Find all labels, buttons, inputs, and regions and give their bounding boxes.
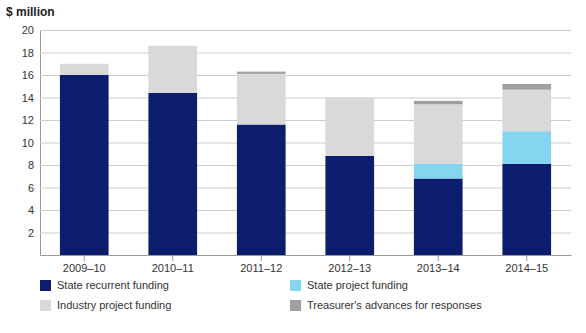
y-tick-label: 4: [28, 204, 34, 216]
y-axis: 2 4 6 8 10 12 14 16 18 20: [22, 24, 571, 255]
x-tick: 2009–10: [63, 255, 106, 274]
y-tick: 4: [28, 204, 571, 216]
x-tick: 2014–15: [505, 255, 548, 274]
legend-swatch: [290, 300, 301, 311]
unit-label: $ million: [6, 5, 55, 19]
tick-mark: [526, 255, 527, 261]
x-tick: 2013–14: [417, 255, 460, 274]
legend-label: Treasurer's advances for responses: [307, 299, 482, 311]
bar-segment: [502, 131, 551, 164]
bar-segment: [237, 74, 286, 125]
grid-line: [40, 53, 571, 54]
grid-line: [40, 233, 571, 234]
bar-segment: [414, 104, 463, 164]
grid-line: [40, 188, 571, 189]
y-tick: 8: [28, 159, 571, 171]
legend-label: Industry project funding: [57, 299, 171, 311]
legend-swatch: [40, 300, 51, 311]
grid-line: [40, 75, 571, 76]
bar-segment: [237, 125, 286, 256]
bar-segment: [325, 156, 374, 255]
legend-item: Industry project funding: [40, 299, 171, 311]
series-group: [237, 72, 551, 105]
bar-segment: [502, 164, 551, 255]
bar-segment: [502, 84, 551, 90]
tick-mark: [261, 255, 262, 261]
y-tick-label: 12: [22, 114, 34, 126]
bar-segment: [325, 97, 374, 98]
bar-segment: [60, 75, 109, 255]
grid-line: [40, 120, 571, 121]
y-tick-label: 10: [22, 137, 34, 149]
bar-segment: [148, 46, 197, 93]
bar-segment: [237, 72, 286, 74]
legend-item: State project funding: [290, 279, 408, 291]
x-tick: 2010–11: [152, 255, 194, 274]
bar-segment: [60, 64, 109, 75]
y-tick: 20: [22, 24, 571, 36]
chart-svg: 2 4 6 8 10 12 14 16 18 20 2009–10 2010–11 2011–12 201…: [0, 0, 586, 333]
y-tick-label: 6: [28, 182, 34, 194]
x-tick-label: 2011–12: [240, 262, 282, 274]
y-tick-label: 16: [22, 69, 34, 81]
legend-item: State recurrent funding: [40, 279, 169, 291]
x-tick-label: 2010–11: [152, 262, 194, 274]
bar-segment: [414, 179, 463, 256]
bars: [60, 46, 551, 255]
bar-segment: [148, 93, 197, 255]
legend-label: State project funding: [307, 279, 408, 291]
grid-line: [40, 30, 571, 31]
tick-mark: [349, 255, 350, 261]
legend: State recurrent funding State project fun…: [40, 279, 482, 311]
y-tick: 18: [22, 47, 571, 59]
x-axis-line: [41, 255, 572, 256]
x-axis: 2009–10 2010–11 2011–12 2012–13 2013–14 2014–…: [41, 255, 572, 274]
series-group: [60, 46, 551, 164]
y-tick-label: 20: [22, 24, 34, 36]
legend-swatch: [40, 280, 51, 291]
y-tick-label: 14: [22, 92, 34, 104]
legend-swatch: [290, 280, 301, 291]
grid-line: [40, 210, 571, 211]
x-tick-label: 2012–13: [328, 262, 371, 274]
bar-segment: [414, 101, 463, 104]
x-tick: 2011–12: [240, 255, 282, 274]
y-tick-label: 2: [28, 227, 34, 239]
chart-container: 2 4 6 8 10 12 14 16 18 20 2009–10 2010–11 2011–12 201…: [0, 0, 586, 333]
x-tick-label: 2014–15: [505, 262, 548, 274]
series-group: [60, 75, 551, 255]
tick-mark: [84, 255, 85, 261]
bar-segment: [148, 45, 197, 46]
bar-segment: [325, 98, 374, 157]
x-tick-label: 2009–10: [63, 262, 106, 274]
x-tick: 2012–13: [328, 255, 371, 274]
y-tick-label: 18: [22, 47, 34, 59]
y-tick: 2: [28, 227, 571, 239]
legend-label: State recurrent funding: [57, 279, 169, 291]
grid-line: [40, 98, 571, 99]
grid-line: [40, 165, 571, 166]
tick-mark: [438, 255, 439, 261]
bar-segment: [60, 63, 109, 64]
grid-line: [40, 143, 571, 144]
x-tick-label: 2013–14: [417, 262, 460, 274]
legend-item: Treasurer's advances for responses: [290, 299, 482, 311]
y-tick-label: 8: [28, 159, 34, 171]
plot: 2 4 6 8 10 12 14 16 18 20 2009–10 2010–11 2011–12 201…: [22, 24, 572, 274]
y-tick: 6: [28, 182, 571, 194]
tick-mark: [172, 255, 173, 261]
bar-segment: [502, 90, 551, 132]
bar-segment: [414, 164, 463, 179]
